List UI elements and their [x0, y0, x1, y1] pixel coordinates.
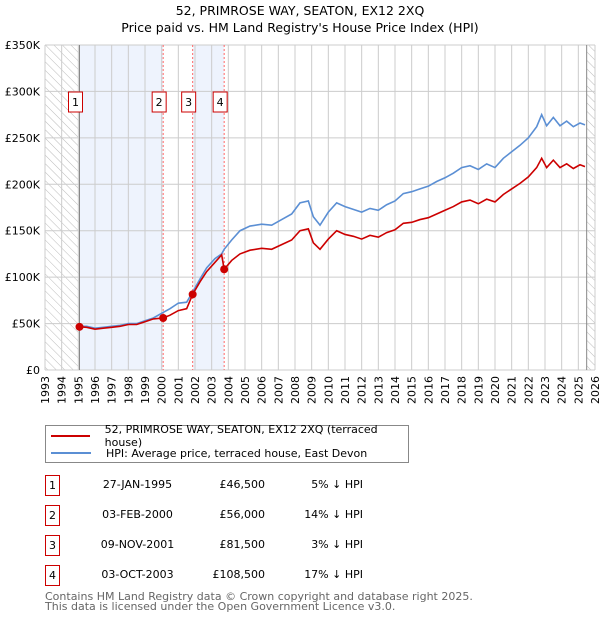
y-tick-label: £200K — [5, 178, 41, 191]
chart-title: 52, PRIMROSE WAY, SEATON, EX12 2XQ — [175, 3, 425, 18]
sale-label-box — [212, 91, 228, 113]
legend-swatch-blue — [51, 452, 91, 454]
transaction-price: £56,000 — [219, 508, 266, 521]
y-tick-label: £50K — [12, 318, 41, 331]
price-chart: 1993 1994 1995 1996 1997 1998 1999 2000 2001 2002… — [5, 39, 600, 404]
no-data-hatch — [586, 45, 595, 370]
y-tick-label: £0 — [26, 364, 40, 377]
legend: 52, PRIMROSE WAY, SEATON, EX12 2XQ (terr… — [45, 423, 409, 463]
x-tick-label: 2013 — [372, 376, 385, 404]
transaction-price: £81,500 — [219, 538, 266, 551]
legend-label: 52, PRIMROSE WAY, SEATON, EX12 2XQ (terr… — [104, 423, 378, 449]
x-tick-label: 1999 — [139, 376, 152, 404]
x-tick-label: 2021 — [506, 376, 519, 404]
y-tick-label: £150K — [5, 225, 41, 238]
sale-point — [188, 290, 197, 299]
x-tick-label: 2018 — [456, 376, 469, 404]
transaction-date: 27-JAN-1995 — [102, 478, 173, 491]
transaction-hpi-diff: 17% ↓ HPI — [304, 568, 363, 581]
transaction-price: £46,500 — [219, 478, 266, 491]
y-tick-label: £250K — [5, 132, 41, 145]
x-tick-label: 2002 — [189, 376, 202, 404]
sale-label: 4 — [217, 96, 224, 109]
x-tick-label: 2026 — [589, 376, 600, 404]
x-tick-label: 2006 — [256, 376, 269, 404]
x-tick-label: 2003 — [206, 376, 219, 404]
x-tick-label: 2016 — [422, 376, 435, 404]
legend-item-property: 52, PRIMROSE WAY, SEATON, EX12 2XQ (terr… — [46, 423, 408, 449]
transaction-row: 2 03-FEB-2000 £56,000 14% ↓ HPI — [45, 505, 375, 526]
x-tick-label: 2019 — [472, 376, 485, 404]
x-tick-label: 2004 — [222, 376, 235, 404]
sale-point — [75, 322, 84, 331]
legend-swatch-red — [51, 435, 90, 437]
x-tick-label: 2023 — [539, 376, 552, 404]
y-tick-label: £350K — [5, 39, 41, 52]
footer-licence: This data is licensed under the Open Gov… — [45, 600, 396, 613]
x-tick-label: 2020 — [489, 376, 502, 404]
x-tick-label: 2005 — [239, 376, 252, 404]
footer-copyright: Contains HM Land Registry data © Crown c… — [45, 590, 473, 603]
x-tick-label: 2000 — [156, 376, 169, 404]
sale-label: 3 — [185, 96, 192, 109]
x-tick-label: 2012 — [356, 376, 369, 404]
x-tick-label: 2001 — [172, 376, 185, 404]
y-tick-label: £100K — [5, 271, 41, 284]
transaction-row: 4 03-OCT-2003 £108,500 17% ↓ HPI — [45, 565, 375, 586]
transaction-price: £108,500 — [212, 568, 266, 581]
sale-label: 1 — [72, 96, 79, 109]
x-tick-label: 2024 — [556, 376, 569, 404]
x-tick-label: 1993 — [39, 376, 52, 404]
x-tick-label: 2007 — [272, 376, 285, 404]
transaction-date: 03-OCT-2003 — [101, 568, 174, 581]
x-tick-label: 2009 — [306, 376, 319, 404]
transaction-hpi-diff: 14% ↓ HPI — [304, 508, 363, 521]
x-tick-label: 2022 — [522, 376, 535, 404]
sale-point — [159, 314, 168, 322]
transaction-hpi-diff: 5% ↓ HPI — [311, 478, 363, 491]
x-tick-label: 1998 — [122, 376, 135, 404]
y-tick-label: £300K — [5, 85, 41, 98]
transaction-marker: 2 — [45, 505, 60, 526]
x-tick-label: 1996 — [89, 376, 102, 404]
sale-label: 2 — [156, 96, 163, 109]
transaction-row: 3 09-NOV-2001 £81,500 3% ↓ HPI — [45, 535, 375, 556]
transaction-marker: 3 — [45, 535, 60, 556]
legend-label: HPI: Average price, terraced house, East… — [106, 446, 368, 460]
x-tick-label: 2017 — [439, 376, 452, 404]
x-tick-label: 2025 — [572, 376, 585, 404]
x-tick-label: 1995 — [72, 376, 85, 404]
sale-period-shading — [79, 45, 164, 370]
transaction-date: 03-FEB-2000 — [102, 508, 173, 521]
sale-point — [220, 265, 229, 274]
chart-subtitle: Price paid vs. HM Land Registry's House … — [121, 20, 479, 35]
x-tick-label: 1997 — [106, 376, 119, 404]
sale-label-box — [151, 91, 167, 113]
property-series-line — [79, 156, 586, 330]
hpi-series-line — [79, 112, 586, 330]
x-tick-label: 2015 — [406, 376, 419, 404]
x-tick-label: 2014 — [389, 376, 402, 404]
transaction-marker: 4 — [45, 565, 60, 586]
sale-label-box — [181, 91, 197, 113]
legend-item-hpi: HPI: Average price, terraced house, East… — [46, 445, 367, 461]
transaction-row: 1 27-JAN-1995 £46,500 5% ↓ HPI — [45, 475, 375, 496]
transaction-date: 09-NOV-2001 — [100, 538, 175, 551]
x-tick-label: 1994 — [56, 376, 69, 404]
x-tick-label: 2011 — [339, 376, 352, 404]
transaction-marker: 1 — [45, 475, 60, 496]
x-tick-label: 2010 — [322, 376, 335, 404]
x-tick-label: 2008 — [289, 376, 302, 404]
transaction-hpi-diff: 3% ↓ HPI — [311, 538, 363, 551]
sale-label-box — [68, 91, 83, 113]
